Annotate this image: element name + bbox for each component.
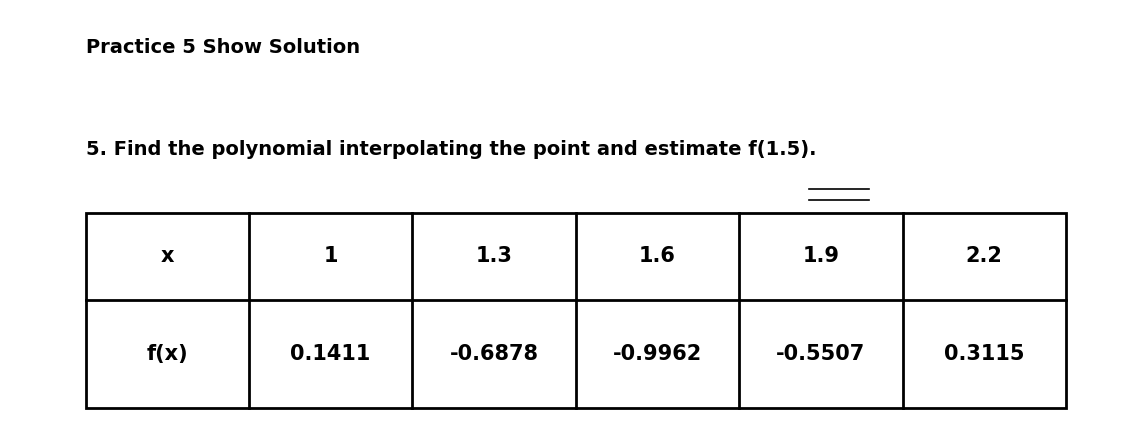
Text: 1.9: 1.9 [803, 246, 839, 266]
Text: 5. Find the polynomial interpolating the point and estimate f(1.5).: 5. Find the polynomial interpolating the… [86, 140, 816, 159]
Text: f(x): f(x) [146, 344, 188, 364]
Text: -0.5507: -0.5507 [776, 344, 865, 364]
Text: 0.1411: 0.1411 [291, 344, 370, 364]
Text: x: x [161, 246, 174, 266]
Text: 2.2: 2.2 [966, 246, 1003, 266]
Text: 1: 1 [324, 246, 337, 266]
Text: -0.9962: -0.9962 [613, 344, 702, 364]
Text: 1.3: 1.3 [475, 246, 513, 266]
Text: Practice 5 Show Solution: Practice 5 Show Solution [86, 38, 359, 57]
Text: 0.3115: 0.3115 [944, 344, 1025, 364]
Text: -0.6878: -0.6878 [449, 344, 538, 364]
Text: 1.6: 1.6 [638, 246, 676, 266]
Bar [86, 212, 1066, 408]
